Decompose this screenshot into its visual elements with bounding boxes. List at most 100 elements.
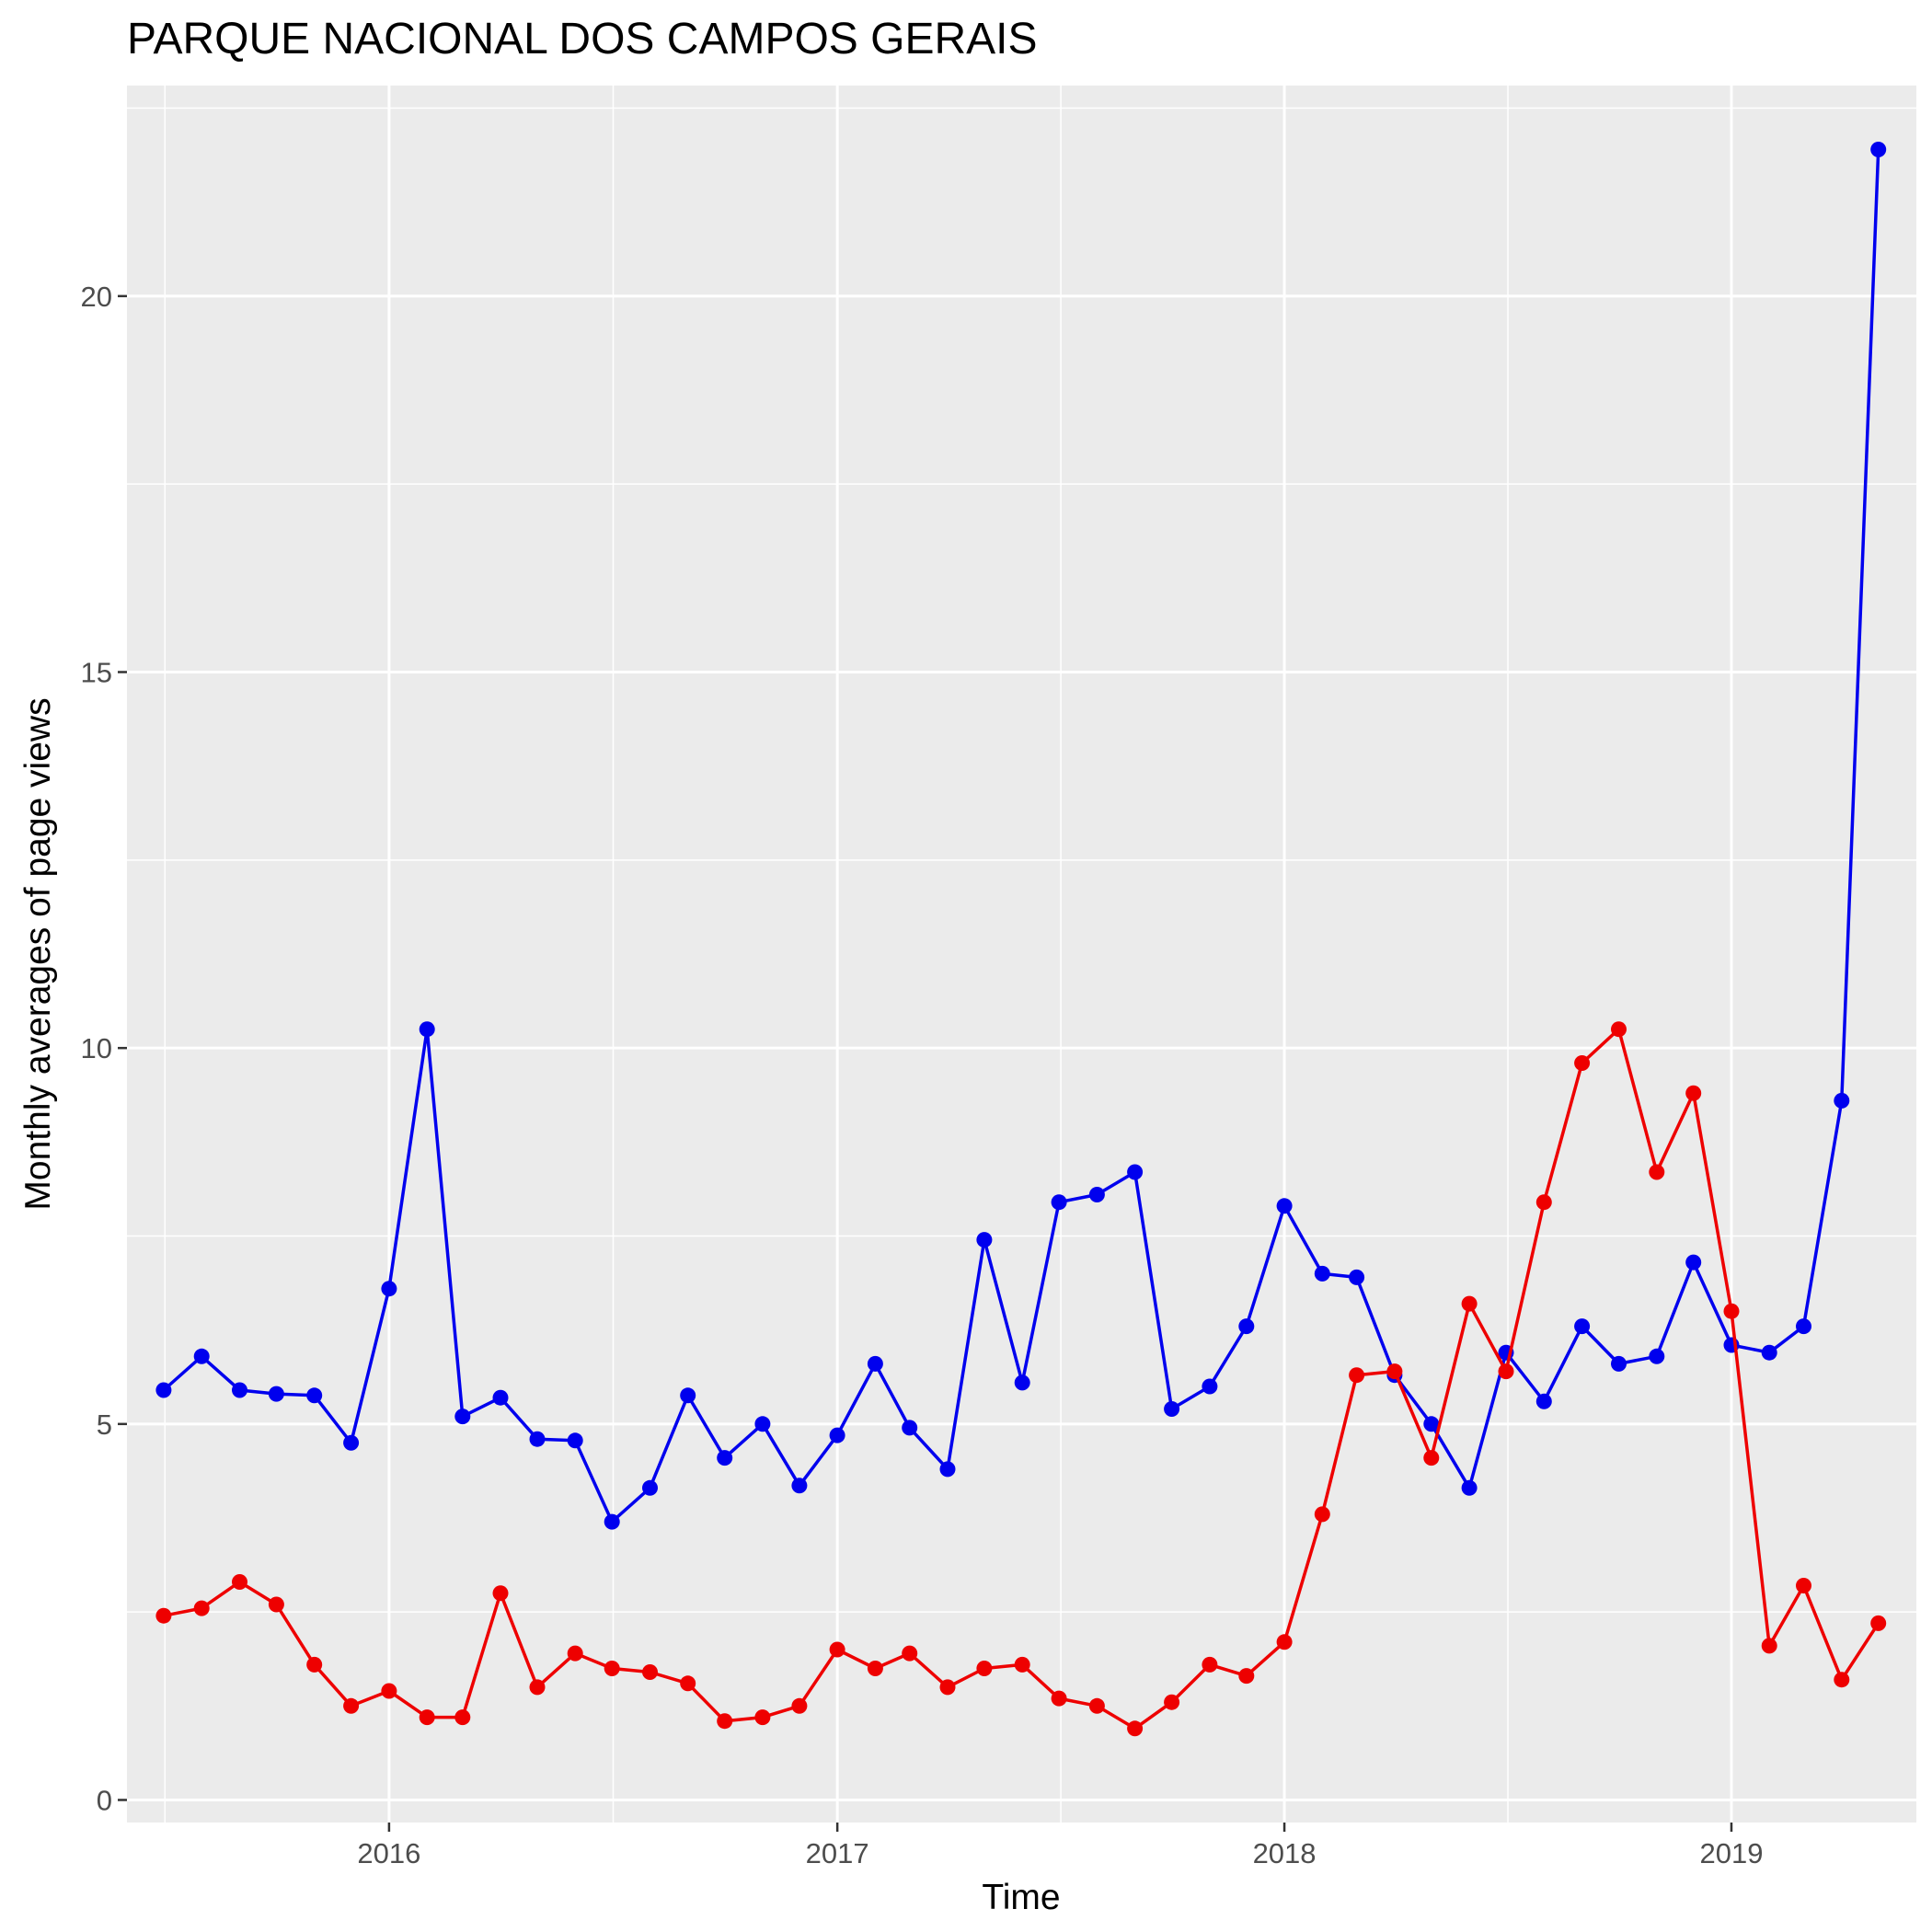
y-axis: 0 5 10 15 20 — [81, 281, 127, 1816]
data-point — [1127, 1720, 1144, 1737]
data-point — [1535, 1393, 1552, 1409]
data-point — [680, 1675, 696, 1692]
data-point — [1164, 1401, 1180, 1417]
data-point — [1723, 1303, 1740, 1319]
data-point — [1498, 1363, 1514, 1380]
data-point — [1164, 1694, 1180, 1710]
data-point — [454, 1709, 471, 1726]
data-point — [1088, 1697, 1105, 1714]
data-point — [1238, 1668, 1255, 1685]
data-point — [492, 1585, 509, 1602]
data-point — [567, 1645, 583, 1662]
data-point — [268, 1386, 284, 1402]
data-point — [155, 1607, 172, 1624]
data-point — [381, 1683, 397, 1699]
data-point — [1314, 1506, 1330, 1523]
data-point — [680, 1387, 696, 1404]
x-tick-label: 2019 — [1699, 1837, 1763, 1869]
data-point — [1611, 1355, 1627, 1372]
data-point — [754, 1416, 771, 1432]
data-point — [492, 1389, 509, 1406]
data-point — [642, 1479, 658, 1496]
data-point — [1423, 1416, 1440, 1432]
data-point — [1276, 1198, 1293, 1214]
data-point — [939, 1461, 956, 1478]
data-point — [1276, 1634, 1293, 1650]
y-tick-label: 5 — [97, 1409, 112, 1441]
data-point — [419, 1021, 435, 1038]
data-point — [1314, 1265, 1330, 1282]
data-point — [1611, 1021, 1627, 1038]
data-point — [1051, 1194, 1067, 1211]
y-tick-label: 20 — [81, 281, 112, 313]
data-point — [232, 1382, 247, 1398]
data-point — [829, 1641, 845, 1658]
data-point — [1535, 1194, 1552, 1211]
data-point — [1796, 1318, 1811, 1335]
data-point — [454, 1409, 471, 1425]
data-point — [939, 1679, 956, 1696]
x-axis-title: Time — [982, 1878, 1060, 1917]
plot-panel — [127, 86, 1916, 1823]
data-point — [1202, 1656, 1218, 1673]
chart-title: PARQUE NACIONAL DOS CAMPOS GERAIS — [127, 15, 1038, 63]
x-tick-label: 2017 — [806, 1837, 869, 1869]
data-point — [1761, 1638, 1777, 1654]
data-point — [1386, 1363, 1403, 1380]
data-point — [1423, 1450, 1440, 1466]
data-point — [604, 1661, 620, 1676]
data-point — [902, 1645, 918, 1662]
data-point — [1574, 1318, 1591, 1335]
data-point — [1649, 1348, 1665, 1364]
data-point — [268, 1596, 284, 1613]
data-point — [1649, 1164, 1665, 1180]
data-point — [867, 1355, 883, 1372]
data-point — [717, 1713, 733, 1730]
data-point — [1088, 1187, 1105, 1202]
data-point — [381, 1281, 397, 1297]
data-point — [976, 1661, 993, 1676]
data-point — [902, 1420, 918, 1436]
data-point — [193, 1348, 210, 1364]
y-axis-title: Monthly averages of page views — [18, 697, 58, 1210]
data-point — [1870, 142, 1887, 157]
data-point — [567, 1432, 583, 1449]
data-point — [976, 1232, 993, 1248]
y-tick-label: 10 — [81, 1032, 112, 1064]
y-tick-label: 0 — [97, 1784, 112, 1816]
data-point — [1796, 1578, 1811, 1593]
data-point — [1127, 1164, 1144, 1180]
data-point — [1574, 1055, 1591, 1071]
data-point — [529, 1431, 546, 1447]
data-point — [829, 1427, 845, 1443]
data-point — [791, 1478, 808, 1494]
data-point — [754, 1709, 771, 1726]
data-point — [1461, 1479, 1478, 1496]
data-point — [343, 1697, 360, 1714]
data-point — [791, 1697, 808, 1714]
data-point — [1834, 1672, 1850, 1688]
data-point — [1238, 1318, 1255, 1335]
data-point — [1870, 1615, 1887, 1631]
series-2 — [155, 1021, 1887, 1737]
data-point — [1051, 1690, 1067, 1707]
data-point — [642, 1664, 658, 1680]
data-point — [1014, 1374, 1030, 1391]
x-axis: 2016 2017 2018 2019 — [357, 1823, 1763, 1869]
data-point — [1202, 1378, 1218, 1395]
data-point — [717, 1450, 733, 1466]
x-tick-label: 2016 — [357, 1837, 420, 1869]
data-point — [1461, 1295, 1478, 1312]
data-point — [193, 1600, 210, 1616]
y-tick-label: 15 — [81, 657, 112, 689]
data-point — [1761, 1344, 1777, 1361]
data-point — [1685, 1254, 1702, 1271]
x-tick-label: 2018 — [1253, 1837, 1317, 1869]
data-point — [155, 1382, 172, 1398]
data-point — [604, 1513, 620, 1530]
data-point — [1349, 1269, 1365, 1285]
data-point — [867, 1661, 883, 1676]
data-point — [529, 1679, 546, 1696]
data-point — [343, 1434, 360, 1451]
